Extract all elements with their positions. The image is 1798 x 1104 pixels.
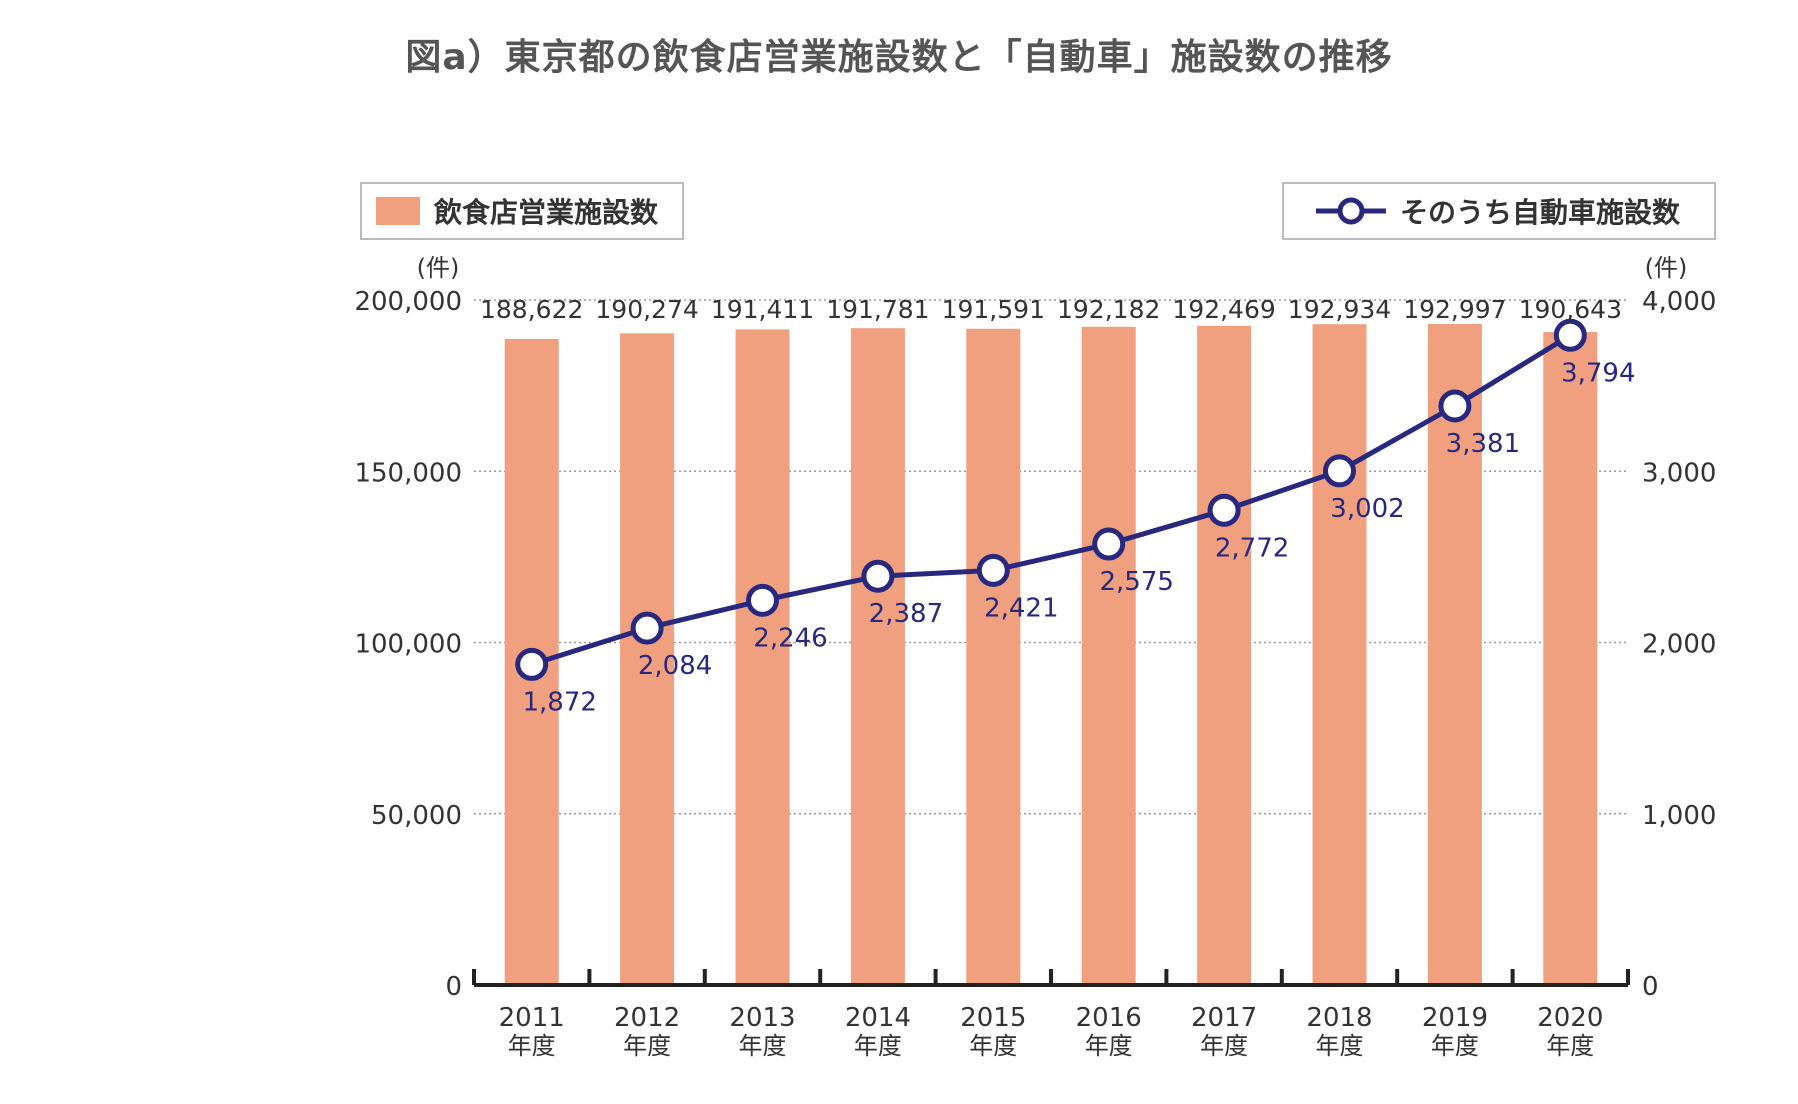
y-right-tick-label: 4,000	[1642, 287, 1716, 317]
line-point-2012	[630, 611, 664, 645]
legend-line-series: そのうち自動車施設数	[1282, 182, 1716, 240]
x-tick-suffix: 年度	[969, 1032, 1017, 1060]
chart-title: 図a）東京都の飲食店営業施設数と「自動車」施設数の推移	[405, 37, 1393, 78]
x-tick-label: 2013	[729, 1003, 795, 1033]
line-value-label: 3,381	[1446, 429, 1520, 459]
x-tick-label: 2017	[1191, 1003, 1257, 1033]
bar-value-label: 188,622	[480, 295, 583, 324]
bar-2014	[850, 328, 905, 985]
line-value-label: 2,246	[753, 623, 827, 653]
x-tick-suffix: 年度	[623, 1032, 671, 1060]
x-tick-suffix: 年度	[1431, 1032, 1479, 1060]
y-left-tick-label: 150,000	[354, 458, 462, 488]
x-tick-suffix: 年度	[739, 1032, 787, 1060]
bar-2013	[735, 329, 790, 985]
x-tick-suffix: 年度	[1316, 1032, 1364, 1060]
x-tick-suffix: 年度	[854, 1032, 902, 1060]
x-tick-label: 2016	[1076, 1003, 1142, 1033]
bar-2015	[966, 328, 1021, 986]
line-value-label: 2,772	[1215, 533, 1289, 563]
y-left-tick-label: 50,000	[371, 801, 462, 831]
bar-2012	[620, 333, 675, 986]
bar-value-label: 192,182	[1057, 295, 1160, 324]
bar-value-label: 190,274	[595, 295, 698, 324]
line-value-label: 1,872	[522, 687, 596, 717]
line-point-2015	[976, 553, 1010, 587]
bar-value-label: 191,591	[942, 295, 1045, 324]
line-path	[530, 333, 1572, 667]
line-value-label: 2,575	[1099, 567, 1173, 597]
bar-value-label: 192,469	[1172, 295, 1275, 324]
x-tick-label: 2012	[614, 1003, 680, 1033]
x-tick-suffix: 年度	[1085, 1032, 1133, 1060]
x-tick-suffix: 年度	[1546, 1032, 1594, 1060]
line-point-2016	[1092, 527, 1126, 561]
bar-2017	[1197, 325, 1252, 985]
bar-2018	[1312, 324, 1367, 985]
bar-value-label: 192,934	[1288, 295, 1391, 324]
x-tick-label: 2020	[1537, 1003, 1603, 1033]
line-series	[515, 318, 1587, 681]
line-point-2011	[515, 647, 549, 681]
line-value-label: 2,387	[869, 599, 943, 629]
bar-value-label: 191,781	[826, 295, 929, 324]
legend-bar-swatch	[376, 197, 420, 225]
line-point-2013	[746, 583, 779, 617]
line-value-label: 2,084	[638, 651, 712, 681]
legend-line-swatch	[1316, 197, 1386, 225]
bar-2020	[1543, 332, 1598, 985]
line-point-2014	[861, 559, 895, 593]
legend-line-label: そのうち自動車施設数	[1400, 196, 1681, 229]
x-tick-label: 2018	[1306, 1003, 1372, 1033]
x-tick-suffix: 年度	[1200, 1032, 1248, 1060]
y-right-unit-label: (件)	[1645, 254, 1688, 282]
bar-value-label: 190,643	[1519, 295, 1622, 324]
bar-value-label: 191,411	[711, 295, 814, 324]
bar-value-label: 192,997	[1403, 295, 1506, 324]
y-right-tick-label: 0	[1642, 972, 1659, 1002]
line-point-2019	[1438, 389, 1472, 423]
bar-2016	[1081, 326, 1136, 986]
x-tick-label: 2019	[1422, 1003, 1488, 1033]
line-point-2020	[1553, 318, 1587, 352]
y-left-tick-label: 0	[445, 972, 462, 1002]
legend-bar-label: 飲食店営業施設数	[434, 196, 659, 229]
y-right-tick-label: 2,000	[1642, 630, 1716, 660]
axes: 0 50,000 100,000 150,000 200,000 0 1,000 2,000 3…	[354, 254, 1716, 1060]
line-value-label: 2,421	[984, 593, 1058, 623]
bar-2019	[1427, 323, 1482, 986]
y-right-tick-label: 1,000	[1642, 801, 1716, 831]
y-left-tick-label: 200,000	[354, 287, 462, 317]
line-point-2017	[1207, 493, 1241, 527]
data-labels: 188,622 190,274 191,411 191,781 191,591 192,1…	[480, 295, 1636, 717]
y-right-tick-label: 3,000	[1642, 458, 1716, 488]
line-value-label: 3,002	[1330, 494, 1404, 524]
line-value-label: 3,794	[1561, 358, 1635, 388]
x-tick-label: 2015	[960, 1003, 1026, 1033]
line-point-2018	[1323, 454, 1356, 488]
x-tick-label: 2011	[499, 1003, 565, 1033]
x-tick-suffix: 年度	[508, 1032, 556, 1060]
y-left-tick-label: 100,000	[354, 630, 462, 660]
y-left-unit-label: (件)	[417, 254, 460, 282]
legend-line-marker	[1337, 197, 1365, 225]
legend-bar-series: 飲食店営業施設数	[360, 182, 684, 240]
x-tick-label: 2014	[845, 1003, 911, 1033]
